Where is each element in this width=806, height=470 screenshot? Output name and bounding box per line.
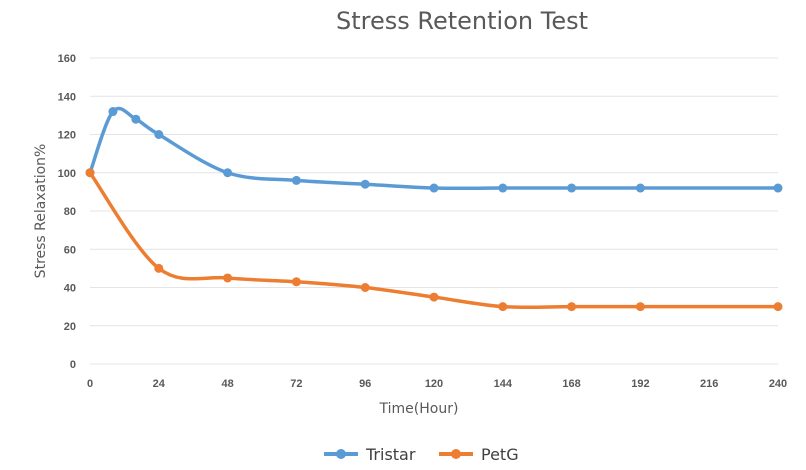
y-tick-label: 60: [64, 244, 76, 256]
data-point-petg: [85, 168, 95, 178]
gridlines: [90, 57, 778, 365]
series-line-tristar: [88, 106, 780, 191]
x-tick-label: 216: [700, 378, 718, 390]
y-tick-label: 120: [58, 130, 76, 142]
x-tick-label: 144: [494, 378, 513, 390]
data-point-petg: [360, 283, 370, 292]
data-point-petg: [429, 292, 439, 302]
data-point-petg: [773, 302, 783, 312]
y-axis-label: Stress Relaxation%: [33, 144, 49, 279]
x-tick-label: 120: [425, 378, 443, 390]
legend-marker-petg: [451, 449, 461, 459]
data-point-tristar: [223, 168, 233, 178]
legend-label-tristar: Tristar: [365, 445, 416, 464]
x-tick-label: 192: [631, 378, 649, 390]
data-point-tristar: [154, 130, 164, 139]
y-tick-label: 0: [70, 359, 76, 371]
legend: Tristar PetG: [324, 445, 519, 464]
y-tick-label: 40: [64, 283, 76, 295]
data-point-tristar: [773, 183, 783, 193]
x-tick-label: 96: [359, 378, 371, 390]
data-point-petg: [635, 302, 645, 312]
x-tick-label: 240: [769, 378, 787, 390]
x-tick-label: 72: [290, 378, 302, 390]
legend-label-petg: PetG: [481, 445, 519, 464]
y-tick-label: 160: [58, 53, 76, 65]
x-axis-label: Time(Hour): [379, 401, 459, 417]
data-point-petg: [154, 263, 164, 273]
data-point-petg: [567, 302, 577, 312]
data-point-tristar: [498, 183, 508, 193]
y-tick-label: 140: [58, 91, 76, 103]
x-tick-label: 0: [87, 378, 93, 390]
data-point-tristar: [429, 183, 439, 193]
x-tick-label: 24: [153, 378, 166, 390]
chart-title: Stress Retention Test: [336, 7, 588, 35]
x-tick-label: 168: [562, 378, 580, 390]
y-axis-ticks: 0 20 40 60 80 100 120 140 160: [58, 53, 76, 371]
x-axis-ticks: 0 24 48 72 96 120 144 168 192 216 240: [87, 378, 787, 390]
data-point-tristar: [291, 175, 301, 185]
series-group: [85, 106, 783, 312]
data-point-tristar: [567, 183, 577, 193]
data-point-petg: [291, 277, 301, 287]
data-point-tristar: [108, 107, 118, 117]
y-tick-label: 100: [58, 168, 76, 180]
legend-marker-tristar: [336, 449, 346, 459]
data-point-petg: [498, 302, 508, 312]
data-point-tristar: [635, 183, 645, 193]
series-line-petg: [88, 171, 780, 310]
data-point-tristar: [360, 179, 370, 189]
x-tick-label: 48: [221, 378, 233, 390]
y-tick-label: 20: [64, 321, 76, 333]
data-point-petg: [223, 273, 233, 283]
y-tick-label: 80: [64, 206, 76, 218]
data-point-tristar: [131, 114, 141, 124]
